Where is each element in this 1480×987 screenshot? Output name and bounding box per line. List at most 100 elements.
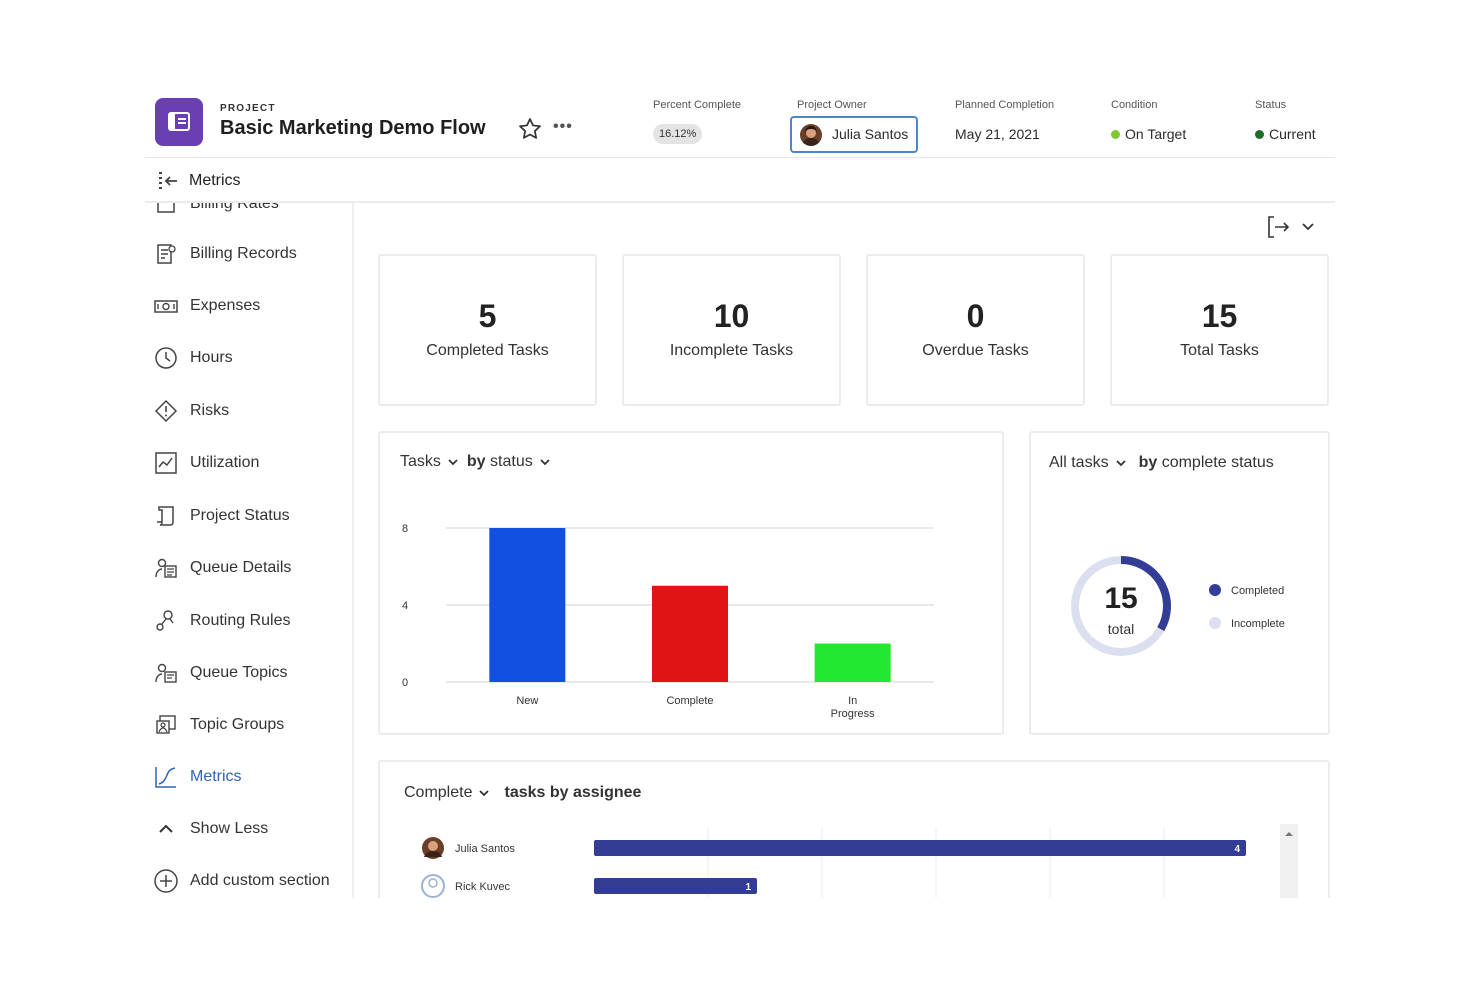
assignee-avatar-placeholder [421,874,445,898]
sidebar-item-label: Expenses [190,297,261,314]
sidebar-item-expenses[interactable]: Expenses [153,291,260,321]
project-header: PROJECT Basic Marketing Demo Flow ••• Pe… [145,90,1335,158]
project-kicker: PROJECT [220,103,276,114]
sidebar-item-hours[interactable]: Hours [153,343,233,373]
legend-label: Incomplete [1231,618,1285,630]
kpi-label: Incomplete Tasks [669,342,794,359]
kpi-label: Completed Tasks [426,342,549,359]
condition-text: On Target [1125,126,1187,142]
sidebar-item-metrics[interactable]: Metrics [153,762,242,792]
clock-icon [153,345,179,371]
card-header: Tasks by status [400,453,559,471]
page-bottom-area [0,898,1480,987]
donut-slice-completed[interactable] [1071,556,1171,656]
page-title: Basic Marketing Demo Flow [220,117,486,139]
kpi-overdue-tasks: 0 Overdue Tasks [866,254,1085,406]
bar-complete[interactable] [652,585,728,682]
favorite-star-icon[interactable] [517,116,543,142]
legend-label: Completed [1231,585,1284,597]
complete-status-card: All tasks by complete status 15 total Comp… [1029,431,1330,735]
kpi-value: 15 [1201,298,1238,334]
export-button[interactable] [1265,212,1325,242]
chevron-down-icon[interactable] [478,787,490,799]
condition-label: Condition [1111,99,1158,111]
status-value: Current [1255,126,1316,142]
sidebar-item-label: Utilization [190,454,260,471]
sidebar-item-project-status[interactable]: Project Status [153,501,290,531]
header-divider [145,157,1335,158]
sidebar-item-billing-records[interactable]: Billing Records [153,239,297,269]
percent-complete-label: Percent Complete [653,99,742,111]
project-owner-label: Project Owner [797,99,867,111]
risk-diamond-icon [153,398,179,424]
chevron-down-icon[interactable] [539,456,551,468]
scroll-up-arrow-icon[interactable] [1285,832,1293,836]
sidebar-item-utilization[interactable]: Utilization [153,448,259,478]
kpi-incomplete-tasks: 10 Incomplete Tasks [622,254,841,406]
owner-avatar [800,124,822,146]
sidebar-item-routing-rules[interactable]: Routing Rules [153,606,291,636]
crumb-divider [145,201,1335,203]
sidebar-item-label: Queue Details [190,559,292,576]
breadcrumb-label: Metrics [189,172,241,189]
by-label: by [1138,454,1158,471]
sidebar-item-risks[interactable]: Risks [153,396,229,426]
donut-total-value: 15 [1104,582,1137,615]
sidebar-item-label: Project Status [190,507,290,524]
sidebar-item-label: Show Less [190,820,269,837]
status-text: Current [1269,126,1316,142]
metrics-icon [153,764,179,790]
bar-new[interactable] [489,528,566,682]
bar-value-label: 4 [1234,844,1240,855]
owner-name: Julia Santos [832,126,909,142]
sidebar-item-label: Routing Rules [190,612,291,629]
by-label: by [466,453,486,470]
sidebar-item-label: Queue Topics [190,664,288,681]
y-tick-label: 0 [402,677,408,689]
bar-in-progress[interactable] [814,643,891,683]
tasks-selector[interactable]: Tasks [400,453,441,470]
sidebar-item-label: Topic Groups [190,716,285,733]
all-tasks-selector[interactable]: All tasks [1049,454,1109,471]
add-custom-section-button[interactable]: Add custom section [153,866,330,896]
more-options-icon[interactable]: ••• [553,118,573,135]
status-dot-icon [1255,130,1264,139]
show-less-button[interactable]: Show Less [153,814,268,844]
assignee-chart-title: tasks by assignee [504,784,642,801]
project-icon [155,98,203,146]
sidebar: Billing Rates Billing Records Expenses H… [145,203,353,899]
assignee-bar[interactable] [594,878,757,894]
sidebar-item-queue-topics[interactable]: Queue Topics [153,658,288,688]
complete-status-selector[interactable]: complete status [1161,454,1274,471]
chevron-down-icon[interactable] [447,456,459,468]
billing-rates-icon [153,203,179,217]
kpi-label: Overdue Tasks [922,342,1029,359]
sidebar-item-label: Metrics [190,768,242,785]
utilization-chart-icon [153,450,179,476]
x-tick-label: Complete [666,695,713,707]
assignee-row: Rick Kuvec 1 [421,874,757,898]
assignee-bar[interactable] [594,840,1246,856]
percent-complete-badge: 16.12% [653,124,703,144]
chevron-down-icon[interactable] [1115,457,1127,469]
sidebar-item-label: Billing Rates [190,203,279,212]
breadcrumb[interactable]: Metrics [157,168,241,194]
sidebar-item-queue-details[interactable]: Queue Details [153,553,291,583]
collapse-panel-icon[interactable] [157,169,181,193]
complete-selector[interactable]: Complete [404,784,473,801]
sidebar-item-label: Billing Records [190,245,297,262]
status-selector[interactable]: status [490,453,533,470]
planned-completion-label: Planned Completion [955,99,1055,111]
donut-total-label: total [1108,621,1134,637]
expenses-icon [153,293,179,319]
y-tick-label: 8 [402,523,408,535]
chevron-up-icon [153,816,179,842]
topic-groups-icon [153,712,179,738]
project-owner-field[interactable]: Julia Santos [790,116,918,153]
kpi-label: Total Tasks [1180,342,1259,359]
sidebar-item-topic-groups[interactable]: Topic Groups [153,710,284,740]
condition-value: On Target [1111,126,1186,142]
chevron-down-icon [1302,223,1314,231]
sidebar-item-billing-rates[interactable]: Billing Rates [153,203,279,219]
project-status-icon [153,503,179,529]
